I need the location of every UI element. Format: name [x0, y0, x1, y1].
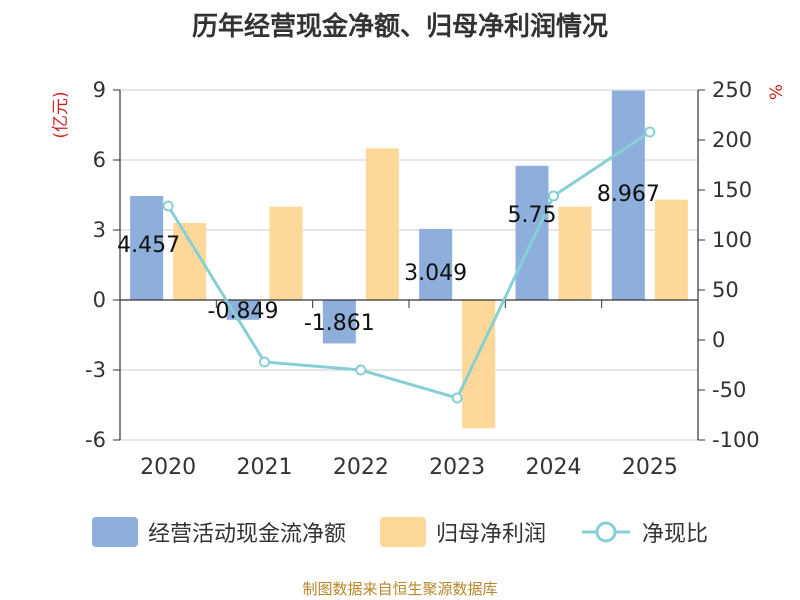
- x-axis-tick-label: 2023: [429, 455, 485, 480]
- data-label-operating-cashflow: -0.849: [208, 299, 279, 324]
- legend-item-net-profit[interactable]: 归母净利润: [379, 516, 546, 548]
- data-label-operating-cashflow: 4.457: [117, 233, 180, 258]
- point-cash-ratio: [451, 392, 463, 404]
- point-cash-ratio: [644, 126, 656, 138]
- right-axis-tick-label: 100: [712, 228, 752, 252]
- bar-operating-cashflow: [611, 90, 645, 301]
- left-axis-tick-label: 6: [93, 148, 106, 172]
- x-axis-tick-label: 2025: [622, 455, 678, 480]
- bar-operating-cashflow: [322, 300, 356, 344]
- right-axis-tick-label: -50: [712, 378, 746, 402]
- x-axis-tick-label: 2024: [526, 455, 582, 480]
- bar-operating-cashflow: [515, 165, 549, 300]
- bar-net-profit: [173, 223, 207, 300]
- data-label-operating-cashflow: 5.75: [508, 203, 557, 228]
- right-axis-unit-label: %: [767, 84, 787, 100]
- left-axis-unit-label: (亿元): [51, 91, 71, 138]
- legend-swatch-cash-ratio: [582, 521, 630, 543]
- legend-item-operating-cashflow[interactable]: 经营活动现金流净额: [91, 516, 346, 548]
- bar-operating-cashflow: [130, 196, 164, 300]
- legend-label-operating-cashflow: 经营活动现金流净额: [147, 522, 346, 547]
- line-cash-ratio: [166, 130, 651, 400]
- left-axis-tick-label: -3: [85, 358, 106, 382]
- legend-swatch-net-profit: [379, 517, 426, 547]
- point-cash-ratio: [259, 356, 270, 368]
- data-label-operating-cashflow: 8.967: [597, 182, 660, 207]
- legend: 经营活动现金流净额 归母净利润 净现比: [0, 516, 800, 548]
- data-label-operating-cashflow: 3.049: [404, 261, 467, 286]
- bar-net-profit: [462, 300, 496, 429]
- point-cash-ratio: [162, 200, 174, 212]
- right-axis-tick-label: -100: [712, 428, 760, 452]
- x-axis-tick-label: 2022: [333, 455, 389, 480]
- point-cash-ratio: [355, 364, 367, 376]
- right-axis-tick-label: 50: [712, 278, 739, 302]
- bar-net-profit: [654, 199, 688, 300]
- right-axis-tick-label: 150: [712, 178, 752, 202]
- right-axis-tick-label: 0: [712, 328, 725, 352]
- data-label-operating-cashflow: -1.861: [304, 311, 375, 336]
- left-axis-tick-label: -6: [85, 428, 106, 452]
- left-axis-tick-label: 9: [93, 78, 106, 102]
- left-axis-tick-label: 0: [93, 288, 106, 312]
- source-note: 制图数据来自恒生聚源数据库: [302, 580, 498, 598]
- chart-title: 历年经营现金净额、归母净利润情况: [191, 12, 608, 42]
- legend-label-net-profit: 归母净利润: [435, 522, 546, 547]
- legend-item-cash-ratio[interactable]: 净现比: [580, 516, 708, 548]
- left-axis-tick-label: 3: [93, 218, 106, 242]
- right-axis-tick-label: 200: [712, 128, 752, 152]
- legend-swatch-operating-cashflow: [91, 517, 138, 547]
- bar-operating-cashflow: [419, 228, 453, 300]
- bar-net-profit: [365, 148, 399, 300]
- x-axis-tick-label: 2021: [237, 455, 293, 480]
- right-axis-tick-label: 250: [712, 78, 752, 102]
- bar-net-profit: [269, 206, 303, 300]
- x-axis-tick-label: 2020: [140, 455, 196, 480]
- legend-label-cash-ratio: 净现比: [642, 522, 709, 547]
- point-cash-ratio: [548, 190, 559, 202]
- bar-net-profit: [558, 206, 592, 300]
